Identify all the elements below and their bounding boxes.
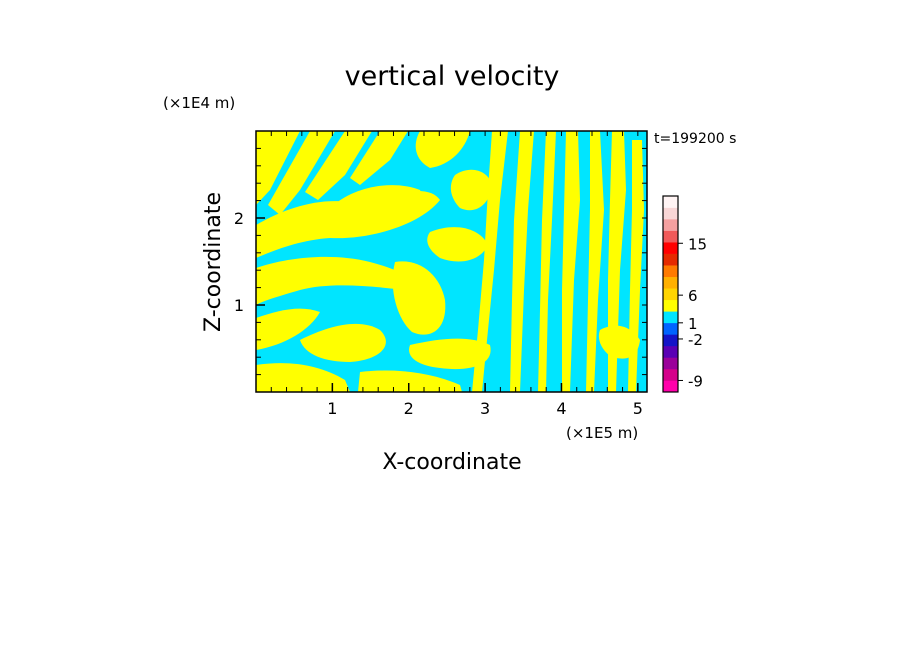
updraft-region	[450, 169, 492, 211]
updraft-region	[256, 256, 409, 305]
updraft-region	[472, 131, 508, 392]
updraft-region	[409, 338, 491, 370]
colorbar-band	[663, 207, 678, 220]
updraft-region	[300, 323, 386, 362]
updraft-region	[628, 140, 644, 392]
x-axis-label: X-coordinate	[382, 450, 521, 475]
updraft-region	[256, 363, 350, 392]
updraft-region	[256, 308, 320, 350]
updraft-region	[427, 227, 488, 262]
chart-title: vertical velocity	[345, 61, 560, 92]
y-axis-label: Z-coordinate	[201, 192, 226, 332]
colorbar-band	[663, 196, 678, 208]
colorbar: -9 -21 6 15	[662, 195, 707, 393]
colorbar-band	[663, 276, 678, 289]
updraft-region	[256, 131, 300, 205]
colorbar-band	[663, 230, 678, 243]
updraft-region	[392, 261, 446, 335]
plot-frame	[255, 130, 648, 393]
colorbar-label: -2	[688, 331, 703, 349]
updraft-region	[586, 131, 604, 392]
updraft-region	[329, 185, 422, 233]
colorbar-band	[663, 322, 678, 335]
colorbar-band	[663, 380, 678, 393]
velocity-field	[256, 131, 644, 392]
x-tick-label: 3	[480, 399, 490, 418]
x-unit-label: (×1E5 m)	[566, 424, 638, 442]
colorbar-band	[663, 311, 678, 324]
x-tick-label: 1	[327, 399, 337, 418]
x-tick-label: 4	[556, 399, 566, 418]
updraft-region	[538, 131, 556, 392]
updraft-region	[305, 131, 372, 200]
colorbar-band	[663, 357, 678, 370]
colorbar-band	[663, 288, 678, 301]
colorbar-frame	[662, 195, 679, 393]
colorbar-band	[663, 242, 678, 254]
x-tick-label: 2	[404, 399, 414, 418]
colorbar-band	[663, 265, 678, 278]
updraft-region	[350, 131, 408, 185]
updraft-region	[598, 325, 640, 359]
colorbar-label: 1	[688, 315, 698, 333]
colorbar-label: -9	[688, 372, 703, 390]
time-label: t=199200 s	[654, 131, 736, 147]
colorbar-band	[663, 345, 678, 358]
y-tick-label: 1	[234, 296, 244, 315]
colorbar-band	[663, 334, 678, 347]
y-axis: 12	[234, 209, 265, 315]
colorbar-band	[663, 219, 678, 231]
colorbar-label: 6	[688, 287, 698, 305]
updraft-region	[268, 131, 335, 215]
updraft-region	[358, 370, 462, 392]
updraft-region	[510, 131, 534, 392]
colorbar-label: 15	[688, 235, 707, 253]
colorbar-band	[663, 368, 678, 381]
y-unit-label: (×1E4 m)	[163, 94, 235, 112]
colorbar-band	[663, 253, 678, 266]
y-tick-label: 2	[234, 209, 244, 228]
updraft-region	[562, 131, 580, 392]
plot-area	[255, 130, 648, 393]
colorbar-band	[663, 299, 678, 312]
x-axis: 1 2 3 4 5	[327, 383, 643, 418]
updraft-region	[415, 131, 470, 168]
x-tick-label: 5	[633, 399, 643, 418]
